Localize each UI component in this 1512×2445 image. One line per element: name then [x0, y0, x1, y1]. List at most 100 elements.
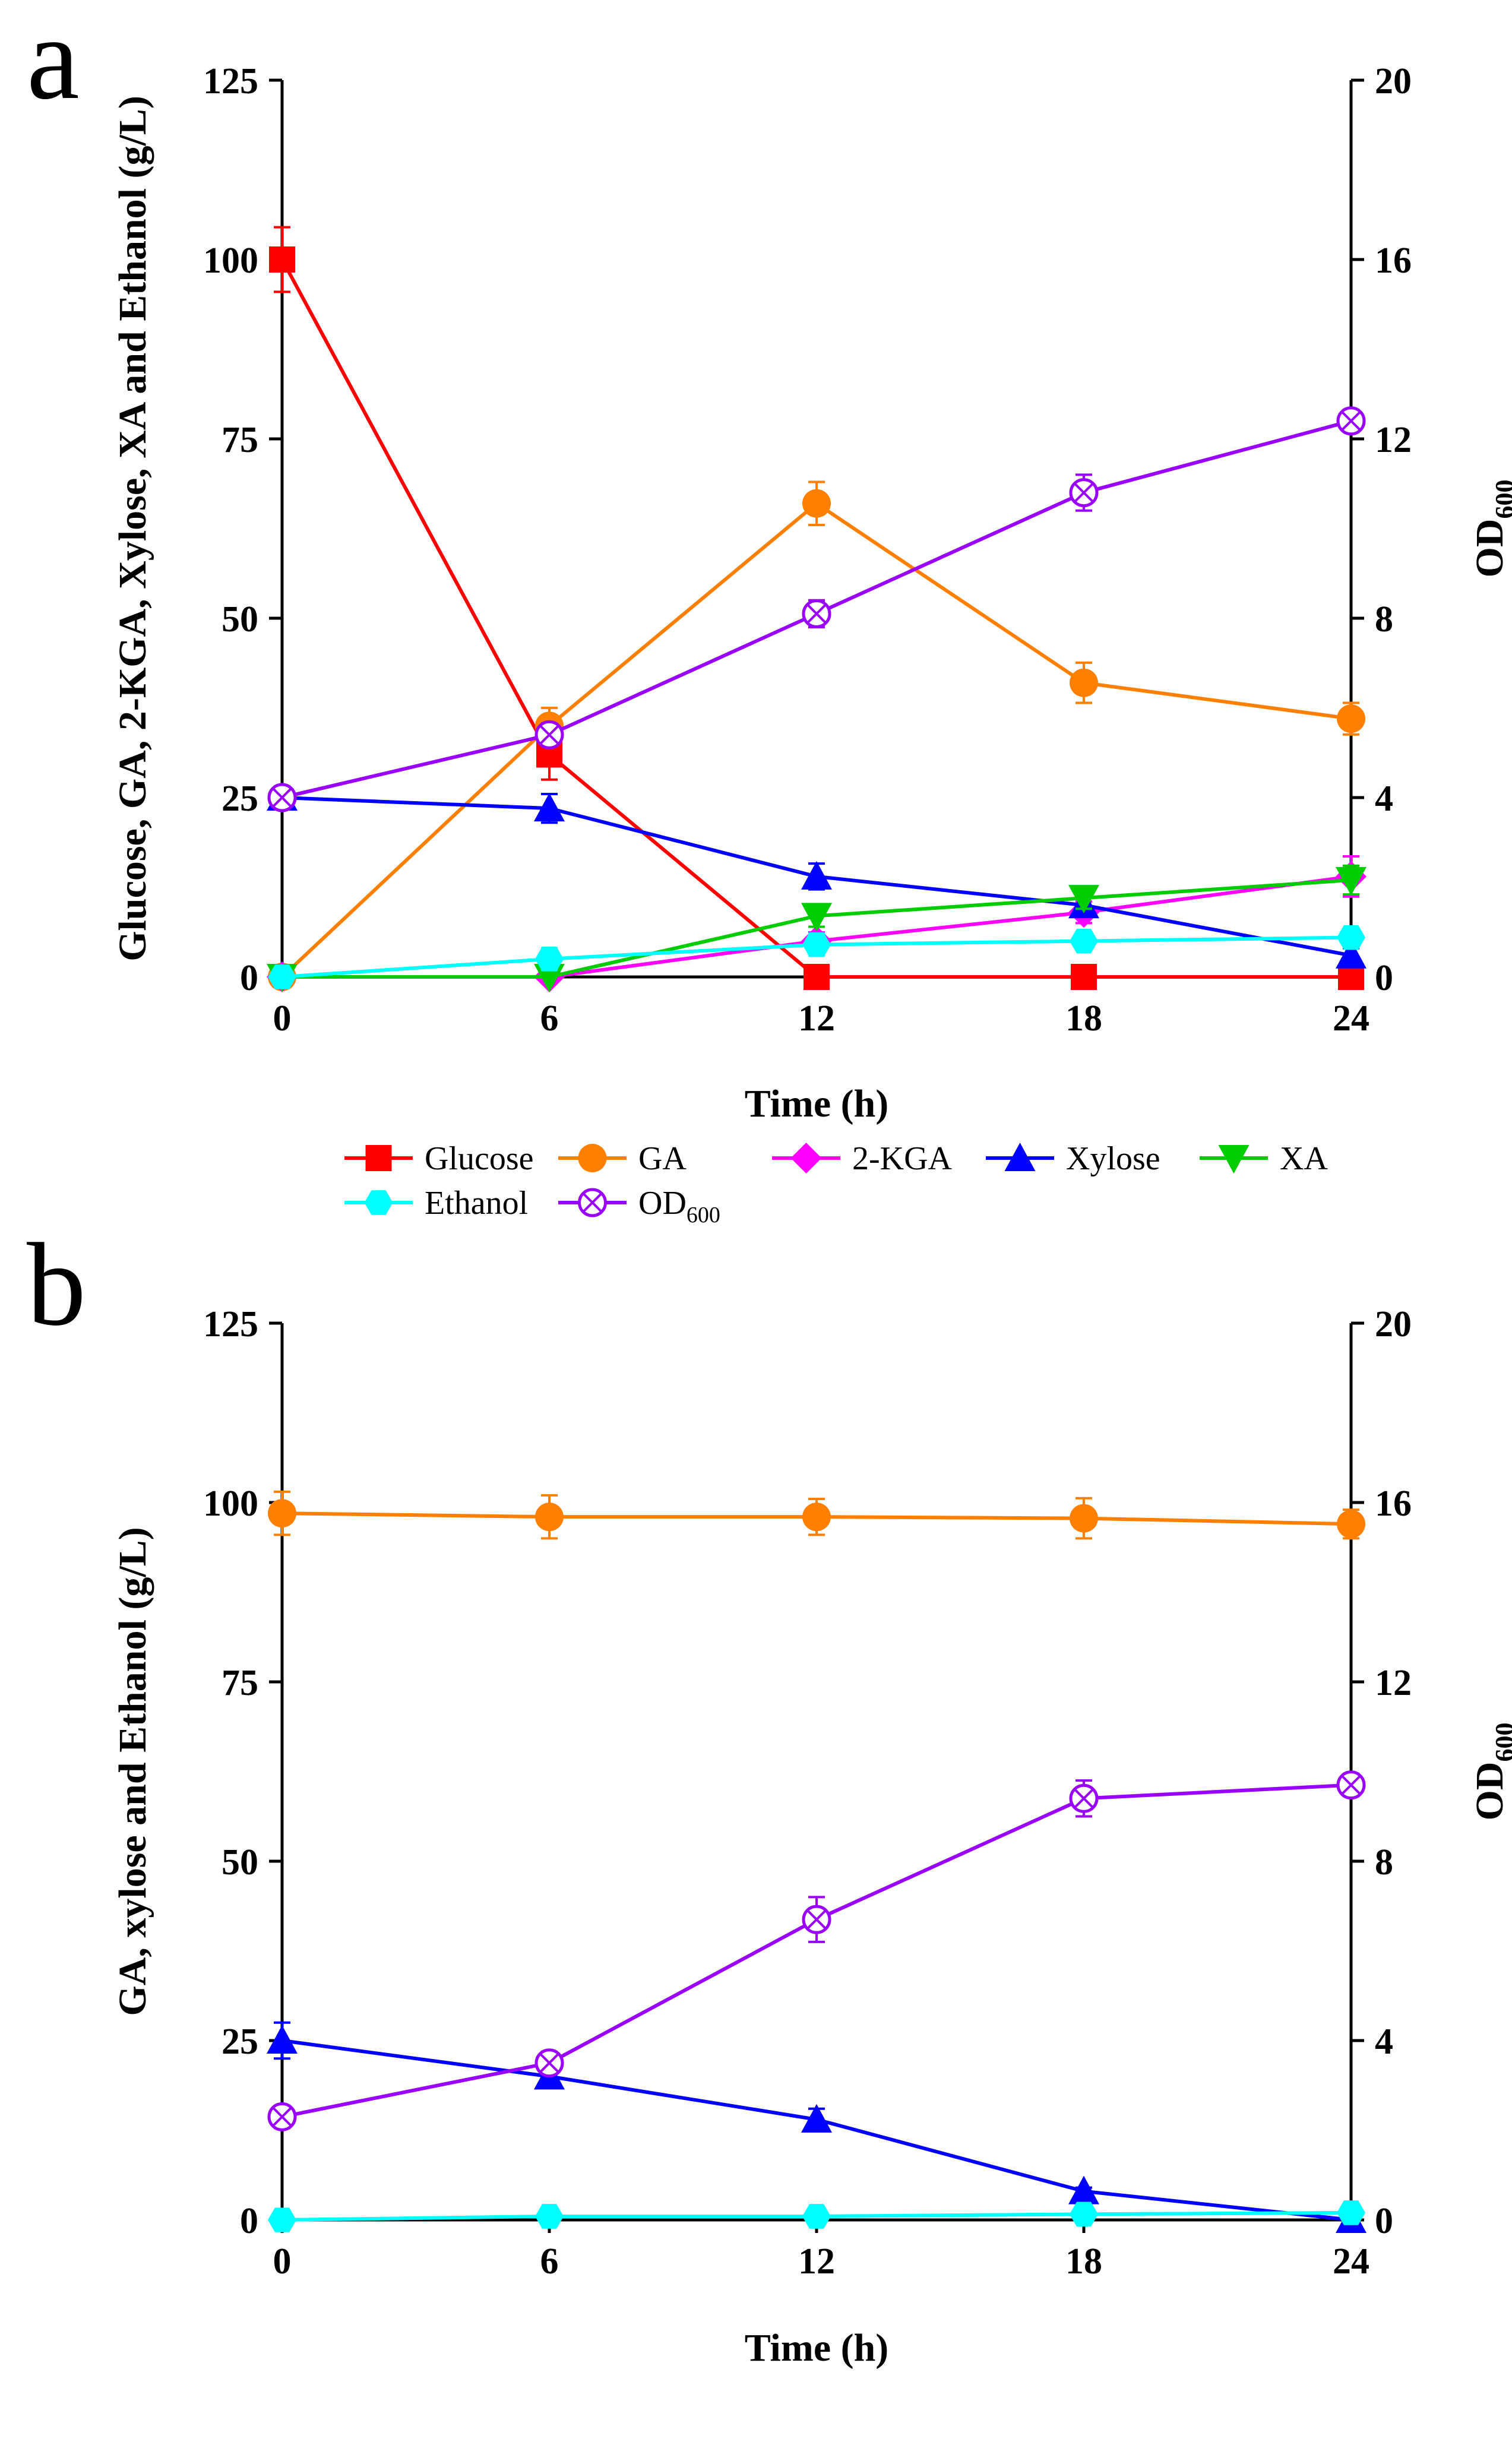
legend-item-Glucose: Glucose: [344, 1140, 534, 1177]
data-point: [1070, 668, 1098, 697]
y2-tick-label: 20: [1375, 1304, 1412, 1345]
data-point: [802, 1503, 831, 1532]
y-tick-label: 75: [222, 420, 258, 460]
legend-marker: [790, 1143, 822, 1174]
data-point: [1336, 406, 1366, 436]
data-point: [535, 1503, 564, 1532]
x-tick-label: 6: [540, 998, 559, 1039]
legend-marker: [578, 1188, 607, 1217]
x-tick-label: 12: [798, 2241, 835, 2282]
series-OD600: [267, 406, 1366, 812]
legend-label-main: Xylose: [1066, 1140, 1160, 1177]
data-point: [534, 964, 565, 992]
y-tick-label: 125: [203, 1304, 258, 1345]
x-axis-title: Time (h): [745, 1082, 889, 1125]
legend-label: 2-KGA: [852, 1140, 953, 1177]
series-Glucose: [269, 226, 1364, 990]
legend-label-main: OD: [638, 1185, 687, 1222]
legend-label-sub: 600: [687, 1203, 720, 1228]
data-point: [1068, 885, 1099, 914]
marker-cross: [272, 787, 292, 808]
y2-axis-title: OD600: [1468, 480, 1512, 578]
x-tick-label: 0: [273, 998, 292, 1039]
legend-marker: [364, 1190, 393, 1215]
y-tick-label: 50: [222, 1842, 258, 1883]
data-point: [801, 2104, 832, 2133]
y-axis-title: GA, xylose and Ethanol (g/L): [111, 1527, 154, 2016]
series-Ethanol: [268, 2200, 1365, 2232]
legend-marker: [365, 1145, 392, 1171]
y2-axis-title-sub: 600: [1490, 1723, 1512, 1762]
data-point: [1069, 1783, 1099, 1813]
data-point: [801, 903, 832, 932]
data-point: [1070, 1504, 1098, 1533]
y-tick-label: 25: [222, 2022, 258, 2062]
legend-item-Ethanol: Ethanol: [344, 1185, 528, 1222]
marker-cross: [272, 2106, 292, 2127]
data-point: [802, 932, 831, 957]
legend-label-main: Glucose: [425, 1140, 534, 1177]
data-point: [1070, 2202, 1098, 2227]
y-axis-title: Glucose, GA, 2-KGA, Xylose, XA and Ethan…: [111, 96, 154, 961]
y2-axis-title-main: OD: [1468, 519, 1511, 578]
marker-cross: [1074, 482, 1094, 503]
y-tick-label: 50: [222, 599, 258, 640]
y2-axis-title-main: OD: [1468, 1762, 1511, 1821]
legend-label: Glucose: [425, 1140, 534, 1177]
legend-label: Ethanol: [425, 1185, 528, 1222]
series-OD600: [267, 1770, 1366, 2131]
data-point: [802, 1905, 831, 1934]
y-tick-label: 100: [203, 1484, 258, 1524]
legend-label-main: Ethanol: [425, 1185, 528, 1222]
marker-cross: [539, 2052, 559, 2073]
legend-item-Xylose: Xylose: [986, 1140, 1160, 1177]
y2-tick-label: 12: [1375, 420, 1412, 460]
data-point: [1337, 2200, 1365, 2225]
data-point: [802, 2204, 831, 2229]
panel-label: b: [27, 1219, 86, 1350]
y-tick-label: 0: [240, 958, 258, 998]
data-point: [534, 793, 565, 822]
y-tick-label: 0: [240, 2201, 258, 2241]
data-point: [802, 489, 831, 518]
data-point: [1337, 925, 1365, 950]
y2-tick-label: 4: [1375, 2022, 1393, 2062]
data-point: [804, 964, 830, 990]
data-point: [535, 947, 564, 972]
y2-tick-label: 0: [1375, 958, 1393, 998]
legend-item-2-KGA: 2-KGA: [772, 1140, 953, 1177]
y-tick-label: 75: [222, 1663, 258, 1703]
x-tick-label: 24: [1333, 2241, 1369, 2282]
legend-item-GA: GA: [558, 1140, 687, 1177]
legend-label: GA: [638, 1140, 687, 1177]
series-Ethanol: [268, 925, 1365, 989]
marker-cross: [806, 603, 827, 624]
legend-marker: [1004, 1143, 1036, 1171]
marker-cross: [539, 725, 559, 745]
legend-label: Xylose: [1066, 1140, 1160, 1177]
y-tick-label: 25: [222, 779, 258, 819]
data-point: [1071, 964, 1097, 990]
data-point: [268, 1499, 296, 1528]
x-tick-label: 6: [540, 2241, 559, 2282]
legend-marker: [1218, 1145, 1250, 1174]
legend-item-OD600: OD600: [558, 1185, 720, 1228]
y2-tick-label: 8: [1375, 599, 1393, 640]
data-point: [1068, 2175, 1099, 2204]
marker-cross: [582, 1193, 603, 1213]
legend-label-main: GA: [638, 1140, 687, 1177]
data-point: [269, 246, 295, 273]
x-axis-title: Time (h): [745, 2326, 889, 2370]
data-point: [1336, 940, 1367, 969]
marker-cross: [806, 1909, 827, 1930]
y2-axis-title: OD600: [1468, 1723, 1512, 1821]
data-point: [267, 2025, 298, 2054]
data-point: [1337, 704, 1365, 733]
data-point: [1070, 928, 1098, 954]
series-Xylose: [267, 2021, 1367, 2233]
data-point: [1336, 866, 1367, 896]
data-point: [267, 2102, 297, 2131]
